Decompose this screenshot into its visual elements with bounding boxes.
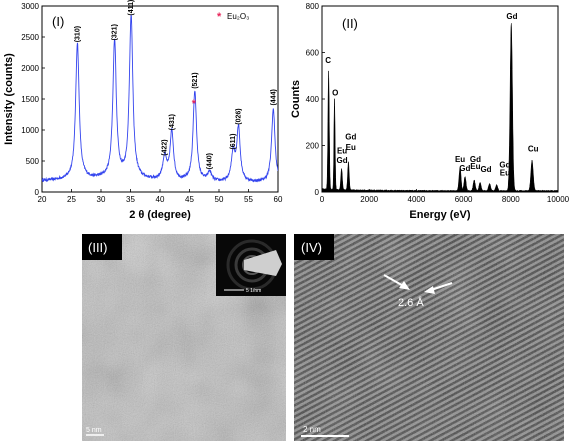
xrd-peak-labels: (310) (321) (411) (422) (431) (521) (440) (611)…: [74, 0, 277, 169]
xrd-peak-label: (521): [192, 72, 199, 88]
xrd-x-tick-label: 25: [67, 195, 76, 204]
eds-element-label: O: [332, 89, 338, 98]
tem-iii-scale-label: 5 nm: [86, 427, 102, 434]
xrd-y-tick-label: 1500: [21, 95, 39, 104]
eds-x-tick-label: 0: [320, 195, 325, 204]
eds-x-tick-label: 6000: [455, 195, 473, 204]
eds-plot-frame: [321, 5, 559, 193]
beam-stop-shadow: [244, 250, 282, 276]
eds-y-tick-label: 400: [306, 95, 320, 104]
xrd-axis-ticks: 20 25 30 35 40 45 50 55 60 0 500 1000 1500 2000 2500 30…: [21, 2, 283, 204]
xrd-x-axis-label: 2 θ (degree): [129, 209, 191, 221]
spacing-arrowhead-left: [399, 281, 410, 290]
eds-y-tick-label: 600: [306, 49, 320, 58]
xrd-peak-label: (321): [112, 24, 119, 40]
xrd-y-tick-label: 0: [35, 188, 40, 197]
eds-element-label: Gd: [337, 156, 348, 165]
eds-element-label: Gd: [470, 155, 481, 164]
xrd-peak-label: (026): [235, 108, 242, 124]
xrd-x-tick-label: 55: [244, 195, 253, 204]
eds-element-label: Gd: [499, 161, 510, 170]
eds-y-tick-label: 0: [315, 188, 320, 197]
legend-star-icon: *: [217, 11, 222, 23]
xrd-y-tick-label: 2500: [21, 33, 39, 42]
eds-y-tick-label: 200: [306, 142, 320, 151]
xrd-y-tick-label: 3000: [21, 2, 39, 11]
eds-element-label: Cu: [528, 144, 539, 153]
eds-element-label: Eu: [470, 162, 480, 171]
eds-y-axis-label: Counts: [290, 80, 302, 118]
xrd-peak-label: (422): [162, 139, 169, 155]
tem-iv-contrast: [294, 234, 564, 441]
xrd-peak-label: (310): [74, 26, 81, 42]
eds-element-label: Gd: [506, 12, 517, 21]
tem-iv-label-box: [294, 234, 334, 260]
xrd-peak-label: (411): [128, 0, 135, 16]
eds-x-tick-label: 8000: [502, 195, 520, 204]
eds-panel-label: (II): [342, 16, 358, 31]
xrd-peak-label: (431): [169, 114, 176, 130]
saed-inset-scale-label: 5 1/nm: [246, 288, 261, 294]
xrd-x-tick-label: 40: [156, 195, 165, 204]
xrd-x-tick-label: 45: [185, 195, 194, 204]
spacing-arrowhead-right: [424, 286, 435, 294]
xrd-x-tick-label: 30: [97, 195, 106, 204]
xrd-panel: 20 25 30 35 40 45 50 55 60 0 500 1000 1500 2000 2500 30…: [3, 0, 283, 221]
xrd-x-tick-label: 60: [274, 195, 283, 204]
eds-element-label: Eu: [337, 147, 347, 156]
xrd-peak-label: (611): [230, 134, 237, 150]
eds-panel: 0 2000 4000 6000 8000 10000 0 200 400 600 800 C O Gd…: [290, 2, 569, 221]
tem-image-iii: (III) 5 1/nm 5 nm: [82, 234, 286, 441]
xrd-peak-label: (444): [270, 89, 277, 105]
xrd-y-axis-label: Intensity (counts): [3, 53, 15, 145]
eds-element-label: Gd: [345, 133, 356, 142]
eds-element-label: C: [325, 56, 331, 65]
tem-iii-label-box: [82, 234, 122, 260]
xrd-plot-frame: [41, 5, 279, 193]
xrd-x-tick-label: 50: [215, 195, 224, 204]
saed-inset: 5 1/nm: [216, 234, 286, 296]
xrd-x-tick-label: 35: [126, 195, 135, 204]
xrd-panel-label: (I): [52, 14, 64, 29]
eds-x-tick-label: 4000: [408, 195, 426, 204]
eds-x-axis-label: Energy (eV): [409, 209, 470, 221]
eds-y-tick-label: 800: [306, 2, 320, 11]
eds-element-label: Gd: [459, 164, 470, 173]
eds-spectrum: [322, 23, 558, 192]
eds-element-label: Eu: [346, 143, 356, 152]
xrd-y-tick-label: 500: [26, 157, 40, 166]
xrd-eu2o3-star-marker: *: [192, 98, 197, 110]
lattice-spacing-label: 2.6 Å: [398, 296, 424, 309]
xrd-pattern-line: [42, 14, 278, 183]
eds-element-label: Gd: [480, 165, 491, 174]
xrd-y-tick-label: 2000: [21, 64, 39, 73]
eds-element-label: Eu: [455, 155, 465, 164]
eds-x-tick-label: 2000: [360, 195, 378, 204]
xrd-peak-label: (440): [207, 153, 214, 169]
xrd-x-tick-label: 20: [38, 195, 47, 204]
legend-label: Eu₂O₃: [227, 12, 249, 21]
tem-iii-panel-label: (III): [88, 240, 108, 255]
tem-image-iv: (IV) 2.6 Å 2 nm: [294, 234, 564, 441]
tem-iv-panel-label: (IV): [301, 240, 322, 255]
xrd-y-tick-label: 1000: [21, 126, 39, 135]
eds-x-tick-label: 10000: [547, 195, 569, 204]
eds-element-label: Eu: [500, 169, 510, 178]
tem-iv-scale-label: 2 nm: [303, 425, 321, 434]
